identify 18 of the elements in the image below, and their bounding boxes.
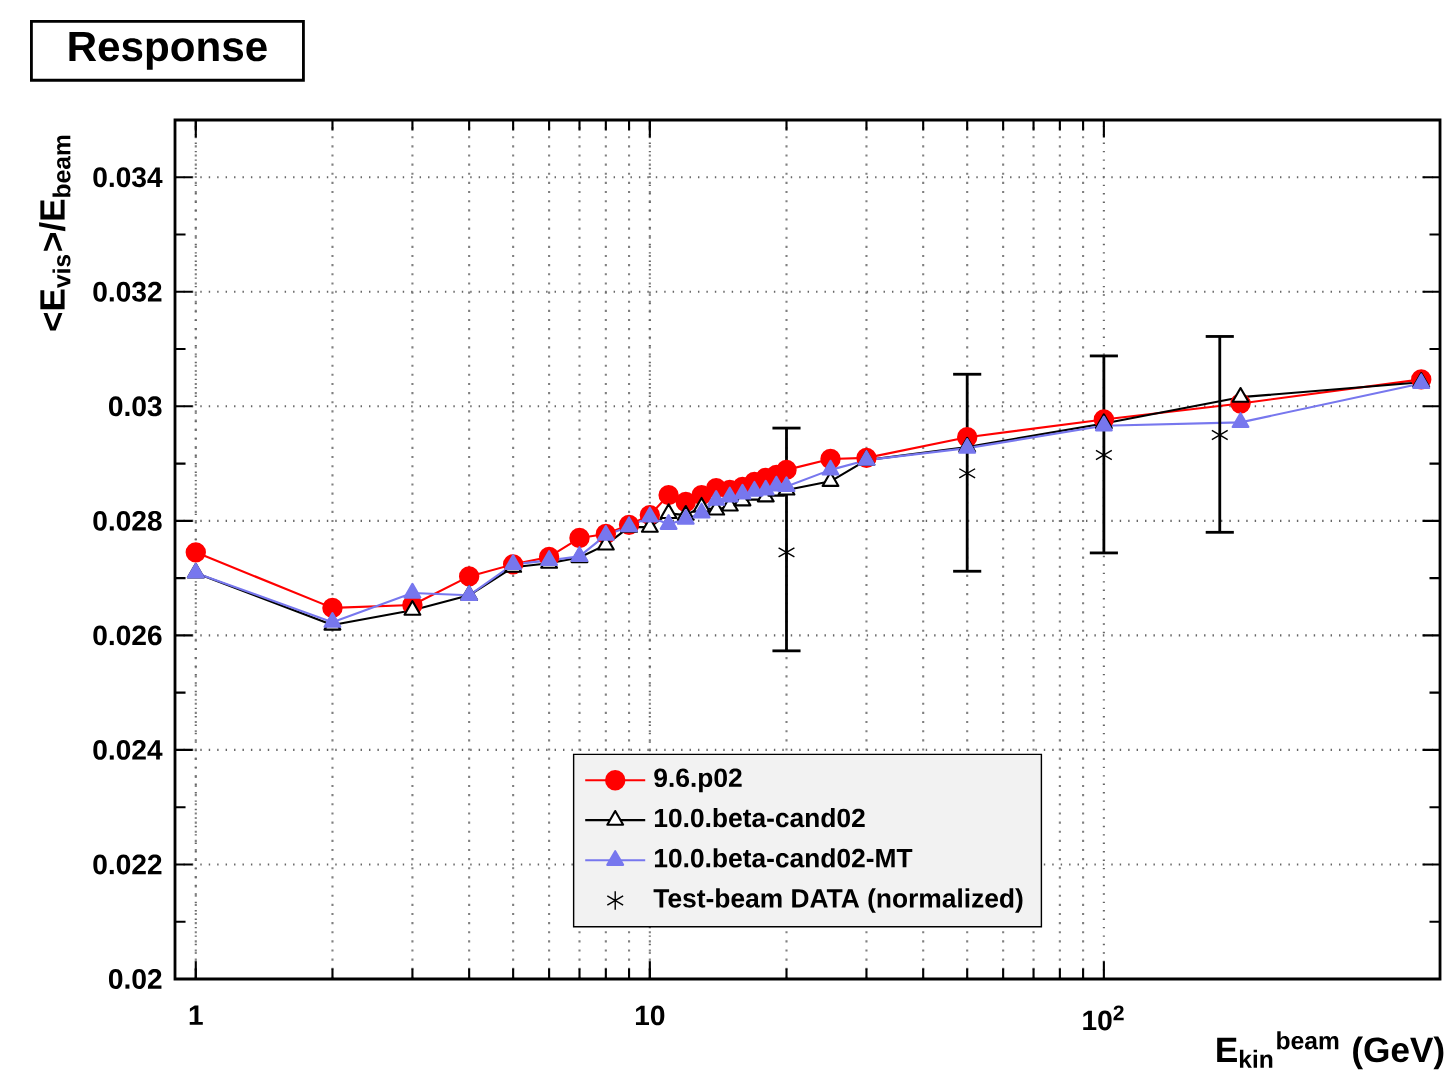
y-tick-label: 0.026 (93, 625, 162, 646)
chart-title: Response (69, 31, 267, 70)
legend-label: 9.6.p02 (654, 768, 742, 793)
y-tick-label: 0.03 (108, 396, 162, 417)
x-tick-label: 10$^{2}$ (1083, 1005, 1124, 1031)
y-tick-label: 0.022 (93, 854, 162, 875)
legend-label: Test-beam DATA (normalized) (653, 888, 1023, 913)
y-axis-title: <E$_{vis}$>/E$_{beam}$ (39, 135, 71, 331)
x-tick-label: 10 (635, 1005, 665, 1026)
y-tick-label: 0.032 (93, 281, 162, 302)
y-tick-label: 0.028 (93, 510, 162, 531)
legend-label: 10.0.beta-cand02 (654, 807, 865, 828)
x-tick-label: 1 (189, 1005, 203, 1025)
legend-label: 10.0.beta-cand02-MT (654, 848, 913, 868)
y-tick-label: 0.034 (93, 167, 163, 188)
x-axis-title: E$_{kin}$$^{beam}$ (GeV) (1217, 1031, 1444, 1070)
y-tick-label: 0.024 (93, 739, 163, 760)
y-tick-label: 0.02 (108, 969, 162, 989)
